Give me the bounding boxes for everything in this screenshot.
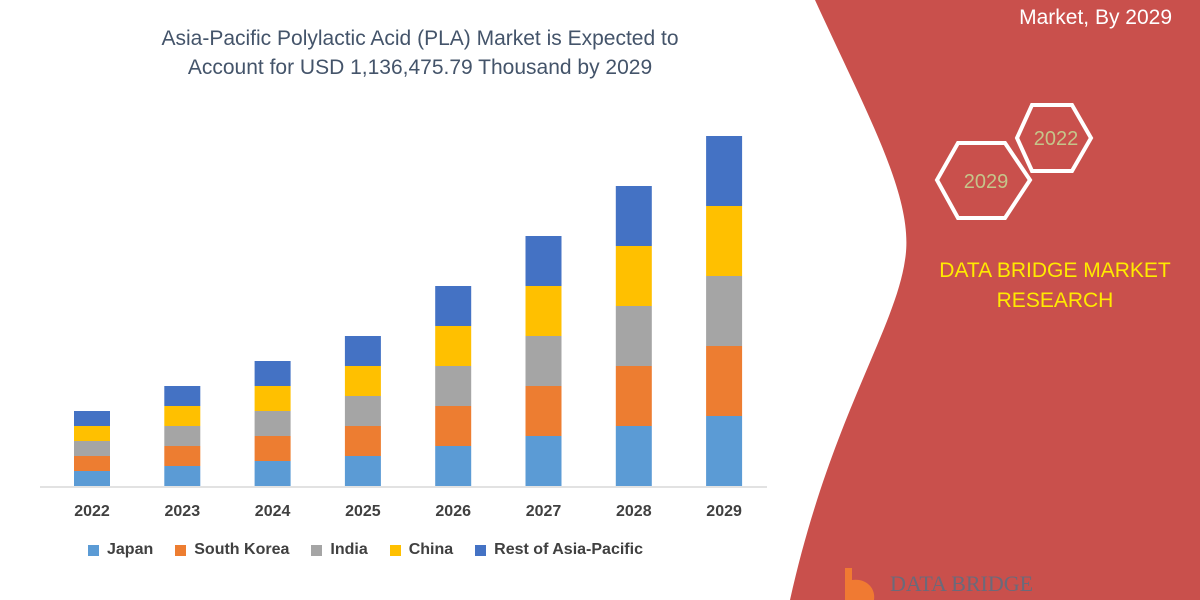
x-tick-label: 2028 [616, 503, 652, 520]
bar-2027-japan [525, 436, 562, 486]
x-tick-label: 2027 [525, 503, 562, 520]
x-tick-label: 2026 [435, 503, 471, 520]
bar-2026-rest-of-asia-pacific [435, 286, 472, 326]
bar-2029-japan [706, 416, 743, 486]
legend-item: South Korea [175, 541, 289, 559]
bar-2027-south-korea [525, 386, 562, 436]
logo-text: DATA BRIDGE [890, 571, 1034, 596]
bar-2023-rest-of-asia-pacific [164, 386, 201, 406]
chart-title: Asia-Pacific Polylactic Acid (PLA) Marke… [100, 24, 740, 82]
bar-2022-china [74, 426, 110, 441]
bar-2029-china [706, 206, 743, 276]
bar-2023-china [164, 406, 201, 426]
bar-2028-south-korea [615, 366, 652, 426]
x-tick-label: 2025 [345, 503, 381, 520]
title-line-2: Account for USD 1,136,475.79 Thousand by… [187, 56, 653, 79]
legend-item: Japan [88, 541, 153, 559]
legend-item: Rest of Asia-Pacific [475, 541, 643, 559]
legend-swatch [475, 544, 487, 556]
x-tick-label: 2024 [254, 503, 291, 520]
bar-2026-japan [435, 446, 472, 486]
bar-2027-india [525, 336, 562, 386]
bar-2029-south-korea [706, 346, 743, 416]
legend-label: Rest of Asia-Pacific [494, 541, 643, 558]
bar-2025-rest-of-asia-pacific [344, 336, 381, 366]
bars [74, 136, 743, 486]
red-side-panel [790, 0, 1200, 600]
bar-2023-south-korea [164, 446, 201, 466]
x-tick-label: 2022 [74, 503, 110, 520]
bar-2028-india [615, 306, 652, 366]
brand-text: DATA BRIDGE MARKET RESEARCH [939, 259, 1171, 312]
legend-swatch [311, 544, 323, 556]
hex-year-2022: 2022 [1034, 128, 1079, 150]
legend-label: South Korea [194, 541, 290, 558]
hex-2029 [934, 141, 1033, 220]
bar-2024-rest-of-asia-pacific [254, 361, 291, 386]
legend: Japan South Korea India China Rest of Asia-P… [88, 541, 643, 559]
bar-2026-south-korea [435, 406, 472, 446]
legend-label: India [330, 541, 368, 558]
hex-year-2029: 2029 [964, 171, 1009, 193]
title-line-1: Asia-Pacific Polylactic Acid (PLA) Marke… [161, 27, 679, 50]
x-tick-label: 2029 [706, 503, 742, 520]
hex-2022 [1014, 103, 1094, 173]
bar-2022-rest-of-asia-pacific [74, 411, 110, 426]
bar-2022-south-korea [74, 456, 110, 471]
legend-item: India [311, 541, 368, 559]
bar-2025-china [344, 366, 381, 396]
bar-2028-japan [615, 426, 652, 486]
legend-swatch [88, 544, 99, 556]
bar-2024-south-korea [254, 436, 291, 461]
legend-label: Japan [107, 541, 154, 558]
bar-2028-china [615, 246, 652, 306]
bar-2027-rest-of-asia-pacific [525, 236, 562, 286]
bar-2024-china [254, 386, 291, 411]
legend-label: China [408, 541, 454, 558]
bar-2022-japan [74, 471, 110, 486]
bar-2029-rest-of-asia-pacific [706, 136, 743, 206]
legend-swatch [389, 544, 401, 556]
side-title: Market, By 2029 [1019, 6, 1172, 29]
bar-2028-rest-of-asia-pacific [615, 186, 652, 246]
x-tick-label: 2023 [164, 503, 201, 520]
bar-2025-india [344, 396, 381, 426]
bar-2026-india [435, 366, 472, 406]
logo-icon [845, 568, 875, 600]
bar-2026-china [435, 326, 472, 366]
bar-2025-japan [344, 456, 381, 486]
bar-2024-india [254, 411, 291, 436]
legend-swatch [175, 544, 187, 556]
bar-2025-south-korea [344, 426, 381, 456]
bar-2023-japan [164, 466, 201, 486]
bar-2027-china [525, 286, 562, 336]
bar-2024-japan [254, 461, 291, 486]
bar-2022-india [74, 441, 110, 456]
bar-2029-india [706, 276, 743, 346]
legend-item: China [389, 541, 454, 559]
bar-2023-india [164, 426, 201, 446]
